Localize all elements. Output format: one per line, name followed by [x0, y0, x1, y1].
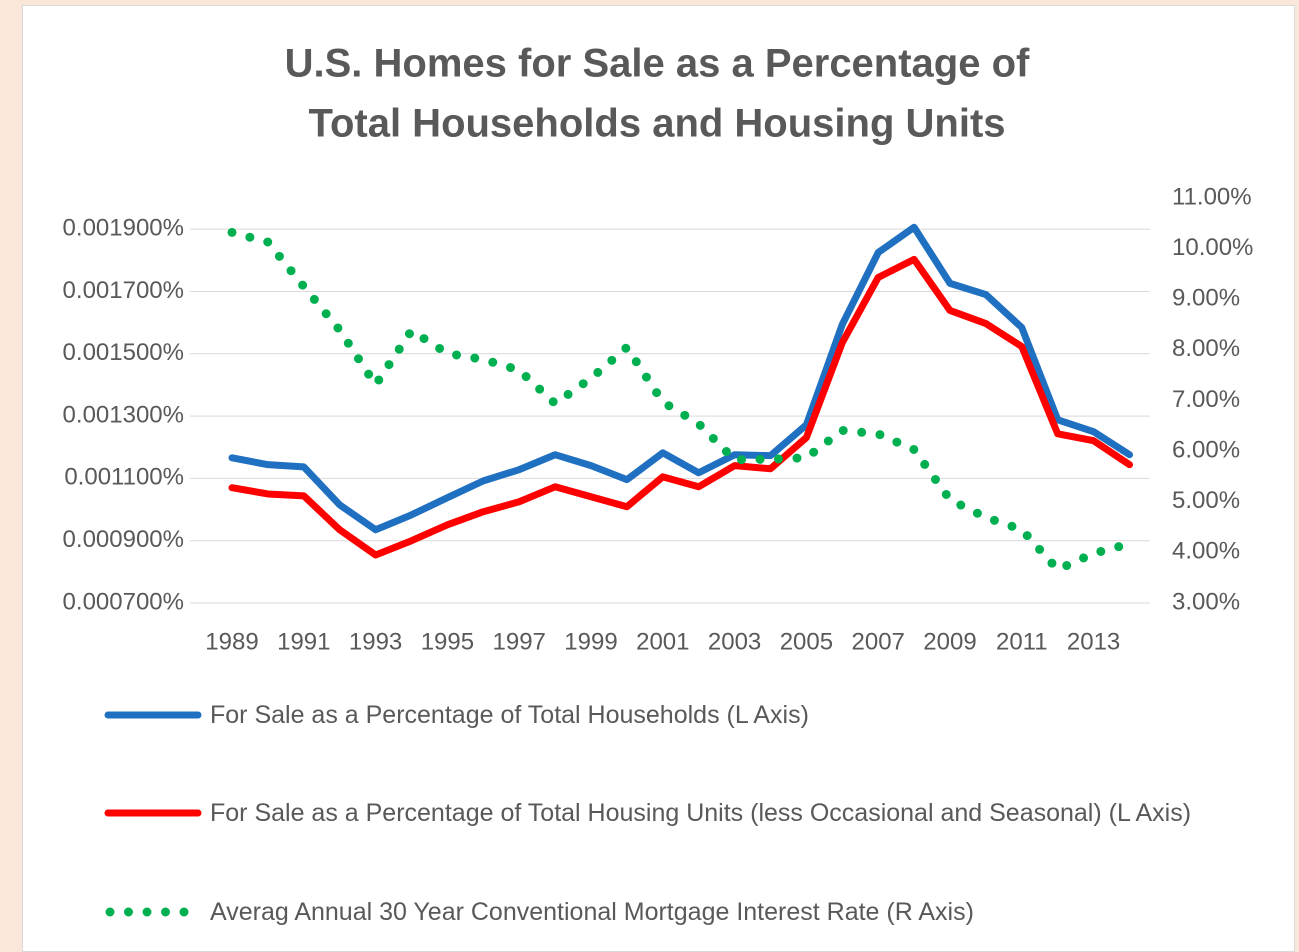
x-tick-label: 1991 — [277, 628, 330, 655]
x-tick-label: 2009 — [923, 628, 976, 655]
y-tick-label: 0.001700% — [63, 277, 184, 304]
x-tick-label: 2001 — [636, 628, 689, 655]
y-tick-label: 0.000900% — [63, 526, 184, 553]
x-tick-label: 2005 — [780, 628, 833, 655]
x-tick-label: 1999 — [564, 628, 617, 655]
chart-title: U.S. Homes for Sale as a Percentage of — [285, 42, 1030, 86]
y2-tick-label: 8.00% — [1172, 335, 1240, 362]
series-line — [227, 227, 1134, 575]
y2-tick-label: 9.00% — [1172, 285, 1240, 312]
x-tick-label: 1989 — [205, 628, 258, 655]
series-line — [228, 223, 1133, 534]
x-tick-label: 1997 — [493, 628, 546, 655]
x-tick-label: 2003 — [708, 628, 761, 655]
y2-tick-label: 3.00% — [1172, 588, 1240, 615]
y2-tick-label: 10.00% — [1172, 234, 1253, 261]
y2-tick-label: 4.00% — [1172, 538, 1240, 565]
y-tick-label: 0.001900% — [63, 214, 184, 241]
legend-label: For Sale as a Percentage of Total Housin… — [210, 799, 1192, 827]
x-tick-label: 1995 — [421, 628, 474, 655]
x-tick-label: 2011 — [996, 628, 1048, 655]
y-tick-label: 0.001500% — [63, 339, 184, 366]
chart-title: Total Households and Housing Units — [308, 102, 1005, 146]
y2-tick-label: 7.00% — [1172, 386, 1240, 413]
y-tick-label: 0.001100% — [64, 464, 184, 491]
legend-label: Averag Annual 30 Year Conventional Mortg… — [210, 898, 974, 926]
x-tick-label: 1993 — [349, 628, 402, 655]
x-tick-label: 2007 — [852, 628, 905, 655]
y2-tick-label: 11.00% — [1172, 183, 1252, 210]
legend-label: For Sale as a Percentage of Total Househ… — [210, 701, 809, 729]
y-tick-label: 0.000700% — [63, 588, 184, 615]
y2-tick-label: 6.00% — [1172, 436, 1240, 463]
x-tick-label: 2013 — [1067, 628, 1120, 655]
y-tick-label: 0.001300% — [63, 401, 184, 428]
series-line — [228, 255, 1133, 559]
y2-tick-label: 5.00% — [1172, 487, 1240, 514]
